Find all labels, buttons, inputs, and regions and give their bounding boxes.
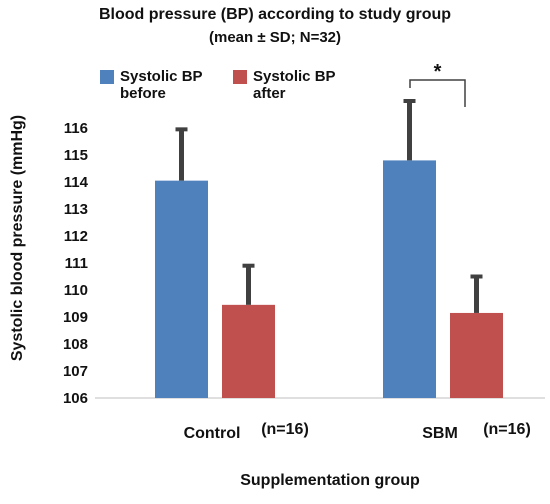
legend-item-after: Systolic BP after xyxy=(233,68,348,102)
y-tick-label: 107 xyxy=(63,363,88,380)
category-note: (n=16) xyxy=(261,421,309,438)
y-tick-label: 109 xyxy=(63,309,88,326)
x-tick-label-control: Control xyxy=(184,425,241,442)
y-tick-label: 108 xyxy=(63,336,88,353)
legend-swatch-before xyxy=(100,70,114,84)
legend-label-before: Systolic BP before xyxy=(120,68,203,102)
x-axis-title: Supplementation group xyxy=(240,472,420,489)
y-tick-label: 106 xyxy=(63,390,88,407)
y-tick-label: 116 xyxy=(64,120,88,137)
y-tick-label: 115 xyxy=(64,147,88,164)
y-tick-label: 110 xyxy=(64,282,88,299)
bar-before-control xyxy=(155,180,208,398)
y-tick-label: 111 xyxy=(65,255,88,272)
chart-title: Blood pressure (BP) according to study g… xyxy=(98,6,452,23)
significance-bracket xyxy=(409,79,466,107)
legend-item-before: Systolic BP before xyxy=(100,68,215,102)
y-tick-label: 114 xyxy=(64,174,89,191)
significance-marker: * xyxy=(434,61,442,83)
y-tick-label: 113 xyxy=(64,201,88,218)
y-axis-title: Systolic blood pressure (mmHg) xyxy=(9,115,26,361)
category-note: (n=16) xyxy=(483,421,531,438)
bar-after-sbm xyxy=(450,312,503,398)
bar-before-sbm xyxy=(383,160,436,398)
legend-swatch-after xyxy=(233,70,247,84)
chart-subtitle: (mean ± SD; N=32) xyxy=(208,29,342,46)
x-tick-label-sbm: SBM xyxy=(422,425,458,442)
legend-label-after: Systolic BP after xyxy=(253,68,336,102)
bar-after-control xyxy=(222,304,275,398)
y-tick-label: 112 xyxy=(64,228,88,245)
